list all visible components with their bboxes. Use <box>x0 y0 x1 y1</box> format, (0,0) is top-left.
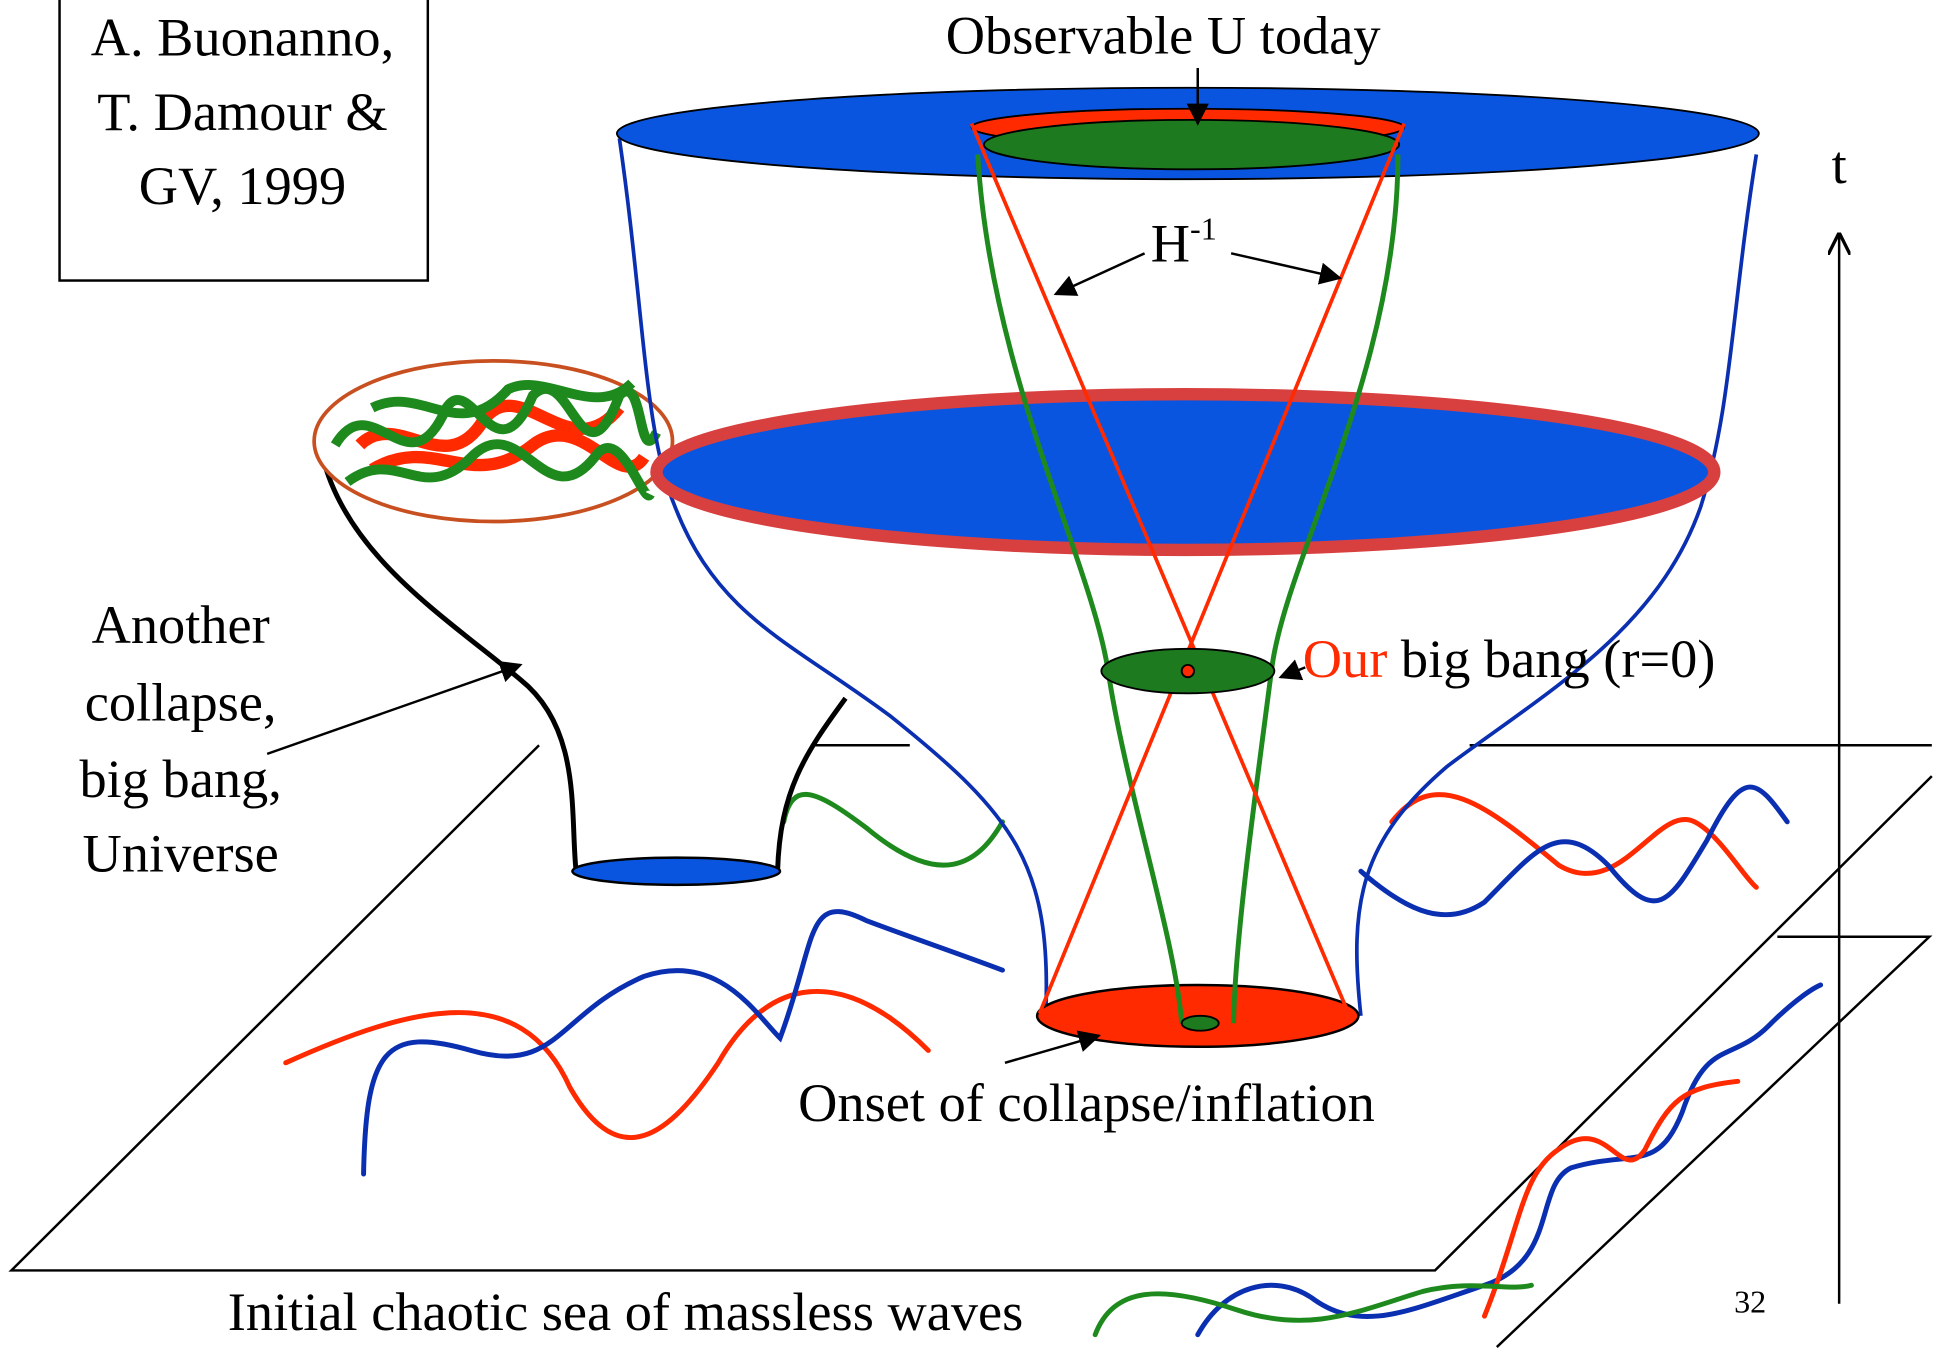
big-funnel <box>615 86 1760 1048</box>
credit-line: A. Buonanno, <box>91 8 394 68</box>
arrows <box>266 67 1343 1065</box>
big-bang-text: big bang (r=0) <box>1387 629 1715 689</box>
hubble-exponent: -1 <box>1190 211 1217 247</box>
observable-label: Observable U today <box>946 5 1381 65</box>
another-label: collapse, <box>85 673 277 733</box>
waves <box>283 784 1824 1338</box>
hubble-symbol: H <box>1151 214 1190 274</box>
planes <box>8 743 1933 1348</box>
another-label: Another <box>92 595 270 655</box>
credit-box <box>58 0 430 282</box>
another-label: Universe <box>83 823 279 883</box>
credit-line: T. Damour & <box>97 82 387 142</box>
credit-line: GV, 1999 <box>139 156 346 216</box>
hubble-label: H-1 <box>1151 211 1217 274</box>
page-number: 32 <box>1734 1283 1766 1319</box>
onset-label: Onset of collapse/inflation <box>798 1073 1375 1133</box>
our-word: Our <box>1303 629 1388 689</box>
time-axis-label: t <box>1832 135 1847 195</box>
small-funnel <box>312 359 848 887</box>
another-label: big bang, <box>80 749 282 809</box>
sea-label: Initial chaotic sea of massless waves <box>228 1282 1024 1342</box>
big-bang-label: Our big bang (r=0) <box>1303 629 1716 689</box>
